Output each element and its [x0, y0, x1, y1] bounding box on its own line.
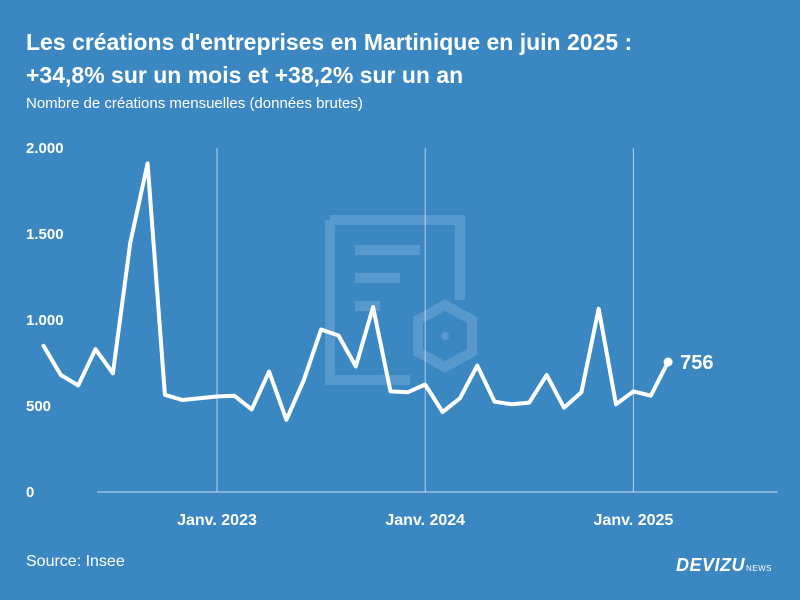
x-axis-ticks: Janv. 2023 Janv. 2024 Janv. 2025: [177, 512, 673, 529]
y-tick-label: 0: [26, 484, 34, 501]
chart-title: Les créations d'entreprises en Martiniqu…: [26, 26, 632, 92]
last-value-label: 756: [680, 352, 713, 374]
x-tick-label: Janv. 2023: [177, 512, 257, 529]
chart-subtitle: Nombre de créations mensuelles (données …: [26, 95, 363, 112]
gridlines: [216, 148, 634, 492]
brand-logo: DEVIZUNEWS: [676, 555, 772, 576]
chart-title-line-1: Les créations d'entreprises en Martiniqu…: [26, 29, 633, 55]
last-point-marker: [663, 357, 673, 367]
series-line: 756: [41, 161, 713, 422]
y-axis-ticks: 0 500 1.000 1.500 2.000: [26, 140, 64, 501]
y-tick-label: 2.000: [26, 140, 64, 157]
document-watermark-icon: [325, 215, 477, 385]
brand-main: DEVIZU: [676, 555, 746, 575]
x-tick-label: Janv. 2024: [385, 512, 465, 529]
source-note: Source: Insee: [26, 553, 125, 570]
y-tick-label: 1.000: [26, 312, 64, 329]
y-tick-label: 500: [26, 398, 51, 415]
brand-suffix: NEWS: [746, 564, 773, 573]
y-tick-label: 1.500: [26, 226, 64, 243]
x-tick-label: Janv. 2025: [594, 512, 674, 529]
chart-title-line-2: +34,8% sur un mois et +38,2% sur un an: [26, 62, 464, 88]
